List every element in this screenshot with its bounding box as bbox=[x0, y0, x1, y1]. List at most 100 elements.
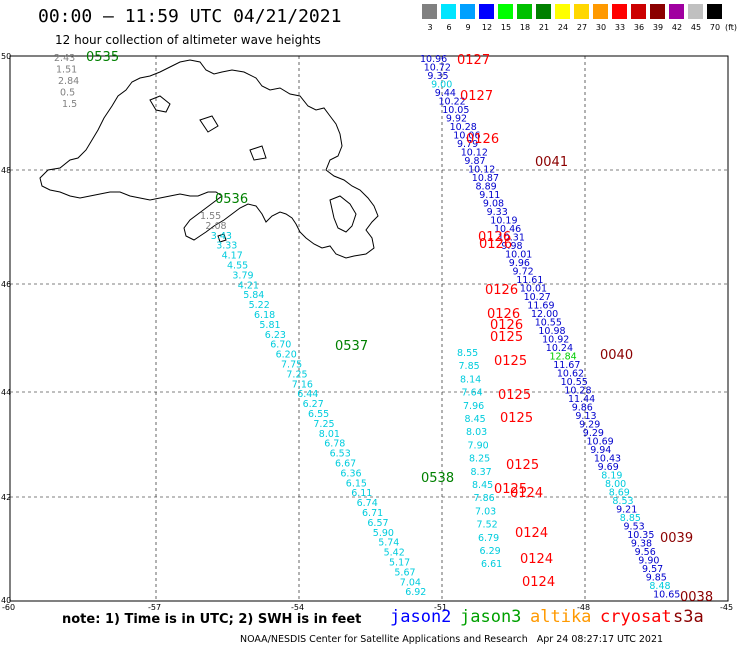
pass-time-label: 0126 bbox=[478, 230, 511, 245]
swh-value-label: 6.71 bbox=[362, 508, 383, 519]
swh-value-label: 5.90 bbox=[373, 528, 394, 539]
pass-time-label: 0126 bbox=[466, 132, 499, 147]
swh-value-label: 7.64 bbox=[462, 388, 483, 399]
lon-label: -48 bbox=[577, 603, 590, 612]
scale-label: 45 bbox=[690, 23, 702, 32]
pass-time-label: 0126 bbox=[487, 307, 520, 322]
swh-value-label: 9.69 bbox=[598, 462, 619, 473]
swh-value-label: 9.29 bbox=[579, 420, 600, 431]
lat-label: 46 bbox=[1, 280, 11, 289]
swh-value-label: 8.14 bbox=[460, 374, 481, 385]
lon-label: -60 bbox=[2, 603, 15, 612]
swh-value-label: 8.55 bbox=[457, 348, 478, 359]
swh-value-label: 5.22 bbox=[249, 300, 270, 311]
swh-value-label: 10.01 bbox=[505, 250, 532, 261]
lat-label: 44 bbox=[1, 388, 11, 397]
lon-label: -54 bbox=[291, 603, 304, 612]
scale-swatch bbox=[593, 4, 608, 19]
swh-value-label: 6.11 bbox=[351, 488, 372, 499]
swh-value-label: 3.33 bbox=[216, 241, 237, 252]
lat-label: 50 bbox=[1, 52, 11, 61]
scale-label: 24 bbox=[557, 23, 569, 32]
pass-time-label: 0125 bbox=[490, 330, 523, 345]
swh-value-label: 10.69 bbox=[587, 437, 614, 448]
swh-value-label: 5.84 bbox=[243, 290, 264, 301]
swh-value-label: 6.53 bbox=[330, 449, 351, 460]
pass-time-label: 0127 bbox=[457, 53, 490, 68]
graticule bbox=[10, 56, 728, 601]
swh-value-label: 3.79 bbox=[232, 270, 253, 281]
swh-value-label: 5.67 bbox=[394, 567, 415, 578]
swh-value-label: 10.55 bbox=[535, 318, 562, 329]
pass-time-label: 0536 bbox=[215, 192, 248, 207]
swh-value-label: 10.12 bbox=[461, 148, 488, 159]
swh-value-label: 9.56 bbox=[635, 547, 656, 558]
swh-value-label: 9.53 bbox=[624, 522, 645, 533]
map-frame bbox=[9, 55, 729, 602]
swh-value-label: 10.28 bbox=[450, 122, 477, 133]
scale-label: 18 bbox=[519, 23, 531, 32]
swh-value-label: 8.45 bbox=[465, 414, 486, 425]
lon-label: -45 bbox=[720, 603, 733, 612]
swh-value-label: 11.44 bbox=[568, 394, 595, 405]
swh-value-label: 6.36 bbox=[340, 468, 361, 479]
swh-value-label: 10.96 bbox=[420, 54, 447, 65]
scale-swatch bbox=[631, 4, 646, 19]
swh-value-label: 10.24 bbox=[546, 343, 573, 354]
swh-value-label: 10.28 bbox=[564, 386, 591, 397]
scale-label: 42 bbox=[671, 23, 683, 32]
swh-value-label: 9.96 bbox=[509, 258, 530, 269]
scale-swatch bbox=[517, 4, 532, 19]
lat-label: 40 bbox=[1, 596, 11, 605]
scale-swatch bbox=[612, 4, 627, 19]
swh-value-label: 4.17 bbox=[222, 251, 243, 262]
pass-time-label: 0126 bbox=[479, 237, 512, 252]
swh-value-label: 6.15 bbox=[346, 478, 367, 489]
footnote: note: 1) Time is in UTC; 2) SWH is in fe… bbox=[62, 612, 362, 627]
scale-swatch bbox=[441, 4, 456, 19]
swh-value-label: 5.17 bbox=[389, 558, 410, 569]
scale-label: 33 bbox=[614, 23, 626, 32]
pass-time-label: 0040 bbox=[600, 348, 633, 363]
swh-value-label: 6.78 bbox=[324, 439, 345, 450]
swh-value-label: 10.92 bbox=[542, 335, 569, 346]
pass-time-label: 0538 bbox=[421, 471, 454, 486]
scale-label: 12 bbox=[481, 23, 493, 32]
scale-swatch bbox=[707, 4, 722, 19]
swh-value-label: 8.48 bbox=[649, 581, 670, 592]
swh-value-label: 10.12 bbox=[468, 165, 495, 176]
scale-label: 27 bbox=[576, 23, 588, 32]
swh-value-label: 7.75 bbox=[281, 360, 302, 371]
swh-value-label: 7.25 bbox=[286, 369, 307, 380]
swh-value-label: 8.45 bbox=[472, 480, 493, 491]
scale-label: 36 bbox=[633, 23, 645, 32]
swh-value-label: 7.96 bbox=[463, 401, 484, 412]
swh-value-label: 10.65 bbox=[653, 590, 680, 601]
swh-value-label: 7.90 bbox=[468, 440, 489, 451]
swh-value-label: 10.19 bbox=[490, 216, 517, 227]
swh-value-label: 8.37 bbox=[471, 467, 492, 478]
pass-time-label: 0124 bbox=[522, 575, 555, 590]
pass-time-label: 0127 bbox=[460, 89, 493, 104]
swh-value-label: 1.51 bbox=[56, 65, 77, 76]
coastline bbox=[39, 59, 379, 259]
swh-value-label: 5.81 bbox=[259, 320, 280, 331]
swh-value-label: 11.61 bbox=[516, 275, 543, 286]
swh-value-label: 2.08 bbox=[205, 221, 226, 232]
swh-value-label: 2.84 bbox=[58, 76, 79, 87]
swh-value-label: 10.55 bbox=[561, 377, 588, 388]
pass-time-label: 0125 bbox=[498, 388, 531, 403]
swh-value-label: 0.5 bbox=[60, 88, 75, 99]
pass-time-label: 0535 bbox=[86, 50, 119, 65]
swh-value-label: 9.94 bbox=[590, 445, 611, 456]
swh-value-label: 9.21 bbox=[616, 505, 637, 516]
altimeter-tracks: 2.431.512.840.51.505351.552.083.433.334.… bbox=[54, 50, 713, 605]
swh-value-label: 10.43 bbox=[594, 454, 621, 465]
lon-labels: -60 -57 -54 -51 -48 -45 bbox=[2, 603, 733, 612]
lat-labels: 50 48 46 44 42 40 bbox=[1, 52, 11, 605]
scale-swatch bbox=[574, 4, 589, 19]
lat-label: 48 bbox=[1, 166, 11, 175]
pass-time-label: 0038 bbox=[680, 590, 713, 605]
swh-value-label: 10.98 bbox=[538, 326, 565, 337]
pass-time-label: 0124 bbox=[520, 552, 553, 567]
